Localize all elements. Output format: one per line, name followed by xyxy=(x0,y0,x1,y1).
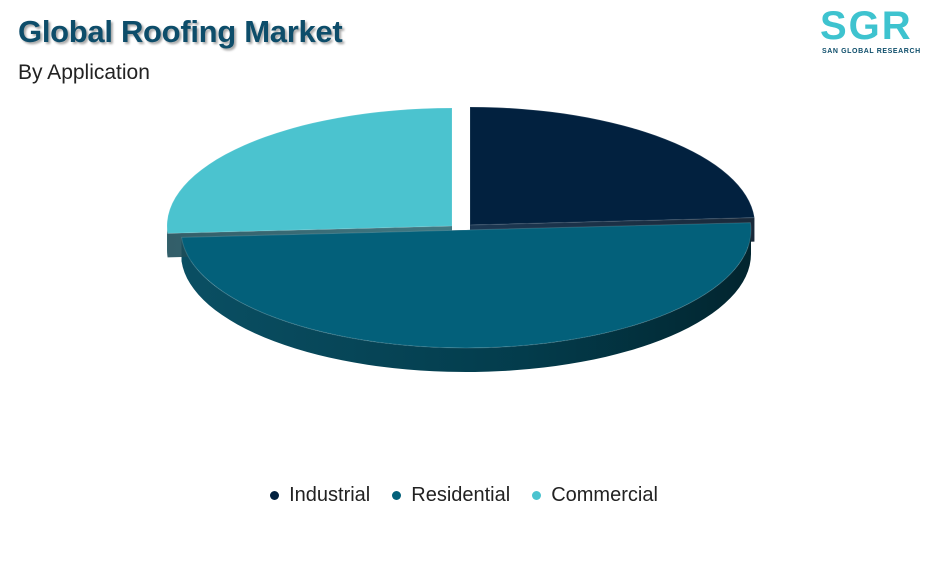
chart-legend: Industrial Residential Commercial xyxy=(0,484,928,507)
legend-item-commercial: Commercial xyxy=(532,484,658,507)
legend-dot-residential xyxy=(392,491,402,500)
legend-dot-industrial xyxy=(270,491,280,500)
pie-slice-side-residential xyxy=(181,230,751,372)
sgr-logo: SGR SAN GLOBAL RESEARCH xyxy=(820,6,920,58)
chart-title: Global Roofing Market xyxy=(18,14,343,49)
pie-slice-side-commercial xyxy=(167,226,168,258)
pie-slice-industrial xyxy=(469,106,756,226)
chart-subtitle: By Application xyxy=(18,61,150,84)
logo-mark: SGR xyxy=(820,4,913,48)
legend-label-residential: Residential xyxy=(411,484,511,506)
logo-tagline: SAN GLOBAL RESEARCH xyxy=(822,48,921,55)
pie-slice-commercial xyxy=(166,107,453,234)
legend-dot-commercial xyxy=(532,491,542,500)
legend-label-industrial: Industrial xyxy=(289,484,371,506)
legend-label-commercial: Commercial xyxy=(551,484,658,506)
pie-slice-residential xyxy=(180,222,752,349)
legend-item-industrial: Industrial xyxy=(270,484,370,507)
legend-item-residential: Residential xyxy=(392,484,510,507)
